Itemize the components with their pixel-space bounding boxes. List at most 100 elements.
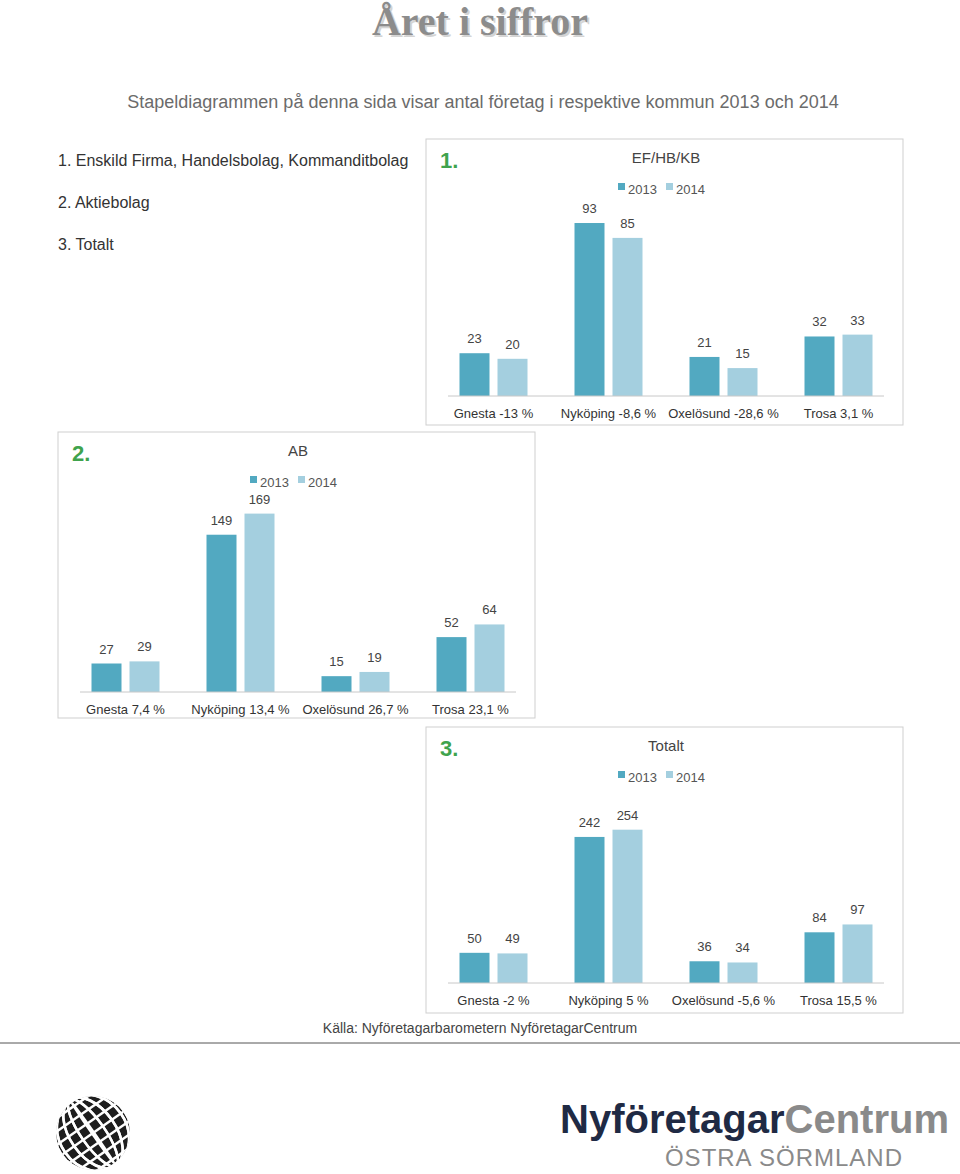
data-label: 64 [482, 602, 496, 617]
bar [805, 336, 835, 396]
bar [843, 924, 873, 983]
category-label: Nyköping 13,4 % [191, 702, 290, 717]
legend-label: 2013 [628, 182, 657, 197]
globe-icon [31, 1076, 156, 1174]
category-label: Nyköping -8,6 % [561, 406, 657, 421]
data-label: 242 [579, 815, 601, 830]
data-label: 254 [617, 808, 639, 823]
bars [92, 514, 505, 692]
bar [575, 837, 605, 983]
source: Källa: Nyföretagarbarometern Nyföretagar… [323, 1020, 637, 1036]
category-label: Trosa 15,5 % [800, 993, 877, 1008]
logo-name-dark: Nyföretagar [560, 1097, 785, 1141]
bars [460, 830, 873, 983]
data-label: 50 [467, 931, 481, 946]
baseline [448, 396, 884, 397]
rule [0, 1043, 960, 1044]
panel-label: 3. [440, 736, 458, 761]
category-label: Oxelösund -5,6 % [672, 993, 776, 1008]
subtitle: Stapeldiagrammen på denna sida visar ant… [127, 92, 838, 112]
data-label: 29 [137, 639, 151, 654]
panel-frame [58, 432, 535, 718]
data-label: 27 [99, 642, 113, 657]
chart-title: Totalt [648, 737, 685, 754]
globe-meridian [42, 1081, 144, 1174]
globe-parallel [50, 1103, 137, 1164]
data-label: 19 [367, 650, 381, 665]
title: Året i siffror [372, 0, 588, 44]
data-label: 33 [850, 313, 864, 328]
logo-name: NyföretagarCentrum [560, 1097, 949, 1141]
data-label: 23 [467, 331, 481, 346]
data-label: 97 [850, 902, 864, 917]
data-label: 20 [505, 337, 519, 352]
data-label: 52 [444, 615, 458, 630]
list-item: 3. Totalt [58, 236, 114, 253]
category-label: Gnesta -13 % [454, 406, 534, 421]
bar [92, 664, 122, 693]
data-label: 149 [211, 513, 233, 528]
data-label: 84 [812, 910, 826, 925]
legend-swatch [666, 183, 673, 190]
bar [728, 962, 758, 983]
bar [245, 514, 275, 692]
bars [460, 223, 873, 396]
data-label: 36 [697, 939, 711, 954]
category-label: Gnesta -2 % [457, 993, 530, 1008]
legend-swatch [666, 771, 673, 778]
list-item: 1. Enskild Firma, Handelsbolag, Kommandi… [58, 152, 408, 169]
bar [130, 661, 160, 692]
data-label: 85 [620, 216, 634, 231]
bar [498, 953, 528, 983]
legend-swatch [618, 771, 625, 778]
logo-region: ÖSTRA SÖRMLAND [665, 1144, 903, 1171]
category-label: Trosa 3,1 % [804, 406, 874, 421]
chart: 2.AB20132014271491552291691964Gnesta 7,4… [58, 432, 535, 718]
logo-name-light: Centrum [785, 1097, 949, 1141]
bar [575, 223, 605, 396]
globe-parallel [69, 1130, 156, 1174]
bar [437, 637, 467, 692]
legend-label: 2013 [628, 770, 657, 785]
chart: 3.Totalt20132014502423684492543497Gnesta… [426, 727, 903, 1013]
legend-swatch [250, 476, 257, 483]
data-label: 93 [582, 201, 596, 216]
panel-label: 2. [72, 441, 90, 466]
baseline [80, 692, 516, 693]
data-label: 15 [735, 346, 749, 361]
legend-swatch [618, 183, 625, 190]
bar [498, 359, 528, 396]
legend-label: 2014 [676, 770, 705, 785]
category-label: Oxelösund 26,7 % [302, 702, 409, 717]
panel-frame [426, 139, 903, 425]
chart: 1. EF/HB/KB 2013 2014 23 93 21 32 20 85 15 33 Gnesta… [426, 139, 903, 425]
bar [613, 238, 643, 396]
panel-frame [426, 727, 903, 1013]
bar [843, 335, 873, 396]
chart-title: AB [288, 442, 308, 459]
category-label: Oxelösund -28,6 % [668, 406, 779, 421]
page: Året i siffrorÅret i siffrorStapeldiagra… [0, 0, 960, 1174]
bar [322, 676, 352, 692]
data-label: 169 [249, 492, 271, 507]
bar [360, 672, 390, 692]
panel-label: 1. [440, 148, 458, 173]
bar [460, 353, 490, 396]
category-label: Gnesta 7,4 % [86, 702, 165, 717]
globe-parallel [56, 1112, 143, 1173]
chart-title: EF/HB/KB [632, 149, 700, 166]
data-label: 21 [697, 335, 711, 350]
category-label: Nyköping 5 % [568, 993, 649, 1008]
bar [613, 830, 643, 983]
category-label: Trosa 23,1 % [432, 702, 509, 717]
bar [207, 535, 237, 692]
bar [475, 624, 505, 692]
bar [690, 357, 720, 396]
globe-parallel [62, 1121, 149, 1174]
bar [728, 368, 758, 396]
list-item: 2. Aktiebolag [58, 194, 150, 211]
data-label: 34 [735, 940, 749, 955]
data-label: 32 [812, 314, 826, 329]
legend-label: 2014 [676, 182, 705, 197]
data-label: 15 [329, 654, 343, 669]
